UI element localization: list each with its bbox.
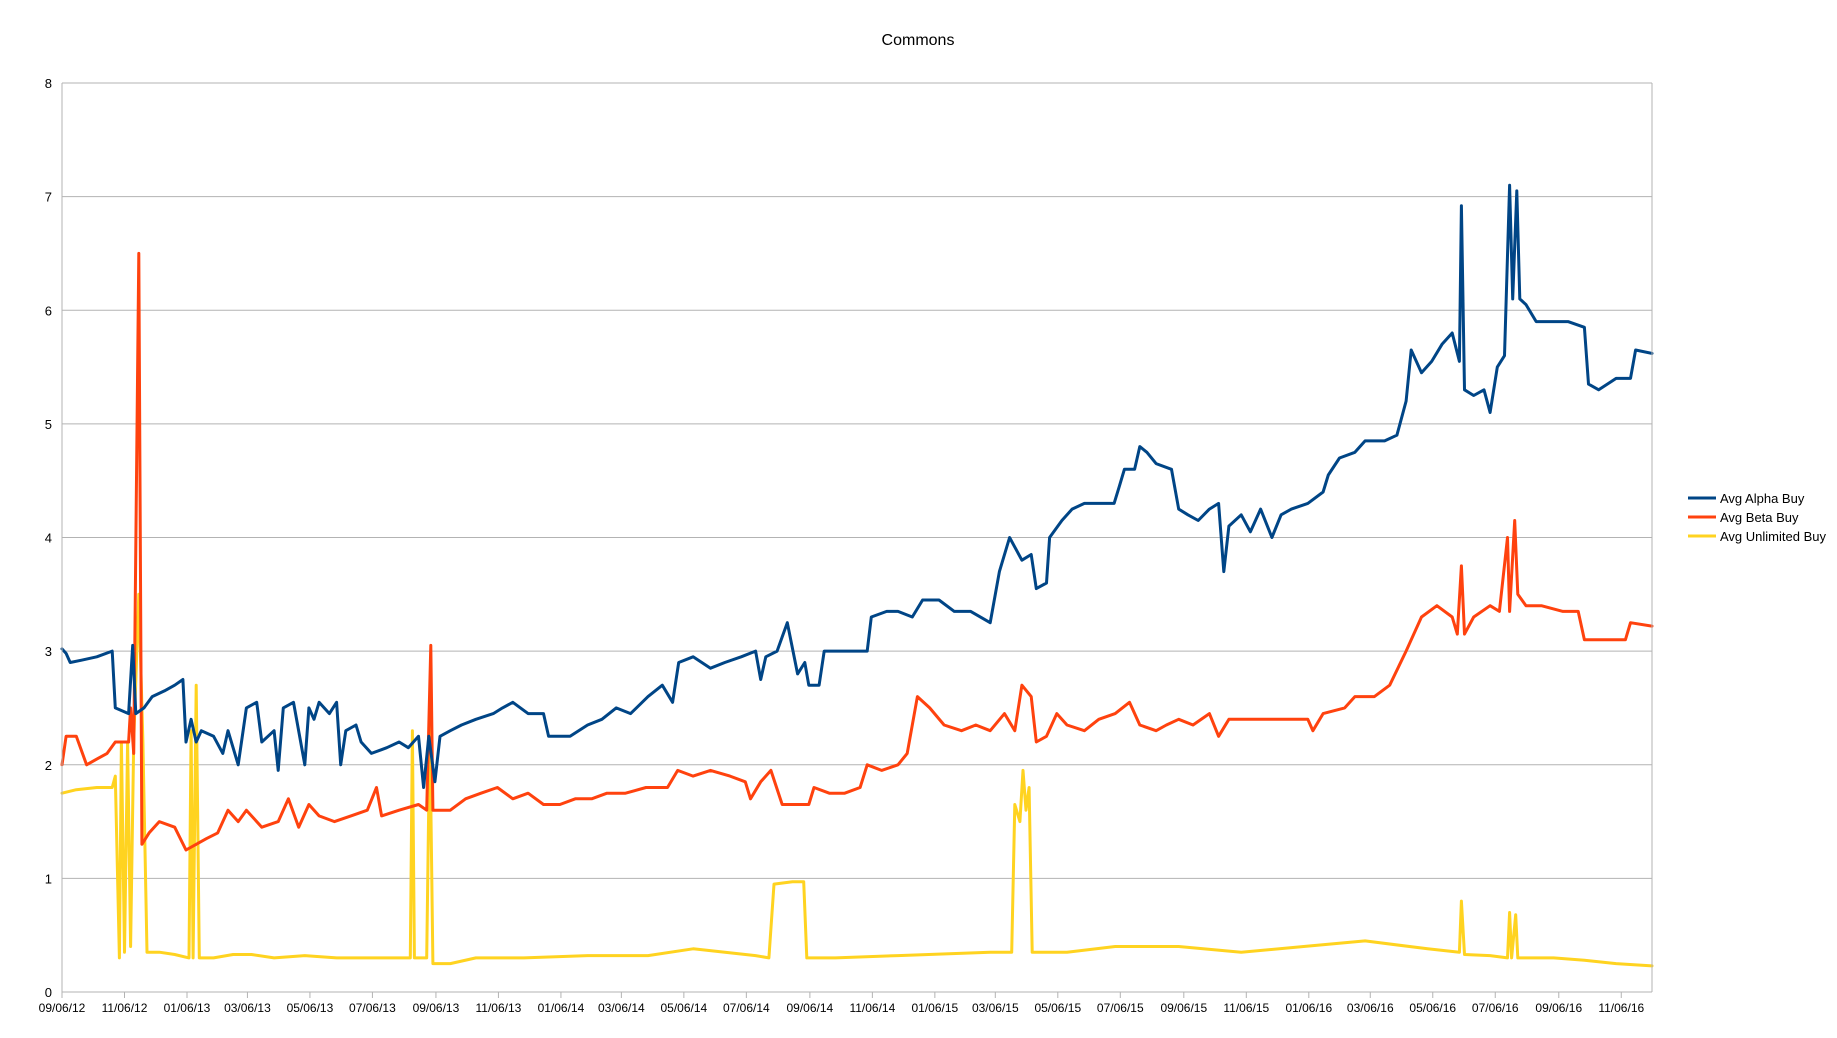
axis-layer: 0 1 2 3 4 5 6 7 8 09/06/12 11/06/12 01/06/13 03/06/1…	[39, 76, 1653, 1015]
x-tick-label: 09/06/12	[39, 1001, 86, 1015]
x-tick-label: 01/06/14	[538, 1001, 585, 1015]
x-tick-label: 07/06/16	[1472, 1001, 1519, 1015]
y-tick-label: 3	[45, 644, 52, 659]
y-tick-label: 2	[45, 758, 52, 773]
x-tick-label: 05/06/14	[661, 1001, 708, 1015]
x-tick-label: 03/06/13	[224, 1001, 271, 1015]
series-line-avg-alpha-buy	[60, 183, 1654, 789]
series-line-avg-beta-buy	[60, 251, 1654, 852]
x-tick-label: 03/06/14	[598, 1001, 645, 1015]
y-tick-label: 4	[45, 531, 52, 546]
y-tick-label: 6	[45, 303, 52, 318]
grid-layer	[62, 82, 1652, 993]
y-tick-label: 1	[45, 871, 52, 886]
chart-legend: Avg Alpha Buy Avg Beta Buy Avg Unlimited B…	[1688, 491, 1826, 544]
y-tick-label: 7	[45, 190, 52, 205]
x-tick-label: 07/06/14	[723, 1001, 770, 1015]
x-tick-label: 11/06/14	[849, 1001, 895, 1015]
x-tick-label: 11/06/16	[1598, 1001, 1644, 1015]
chart-title: Commons	[882, 32, 955, 49]
x-tick-label: 07/06/13	[349, 1001, 396, 1015]
x-tick-label: 09/06/13	[413, 1001, 460, 1015]
x-tick-label: 11/06/15	[1223, 1001, 1269, 1015]
y-tick-label: 8	[45, 76, 52, 91]
x-tick-label: 01/06/13	[164, 1001, 211, 1015]
x-tick-label: 11/06/12	[102, 1001, 148, 1015]
x-tick-label: 07/06/15	[1097, 1001, 1144, 1015]
x-tick-label: 03/06/16	[1347, 1001, 1394, 1015]
x-tick-label: 03/06/15	[972, 1001, 1019, 1015]
legend-label-avg-beta-buy: Avg Beta Buy	[1720, 510, 1799, 525]
x-tick-label: 05/06/15	[1034, 1001, 1081, 1015]
y-tick-label: 0	[45, 985, 52, 1000]
series-layer	[60, 183, 1654, 968]
x-tick-label: 01/06/16	[1285, 1001, 1332, 1015]
y-tick-label: 5	[45, 417, 52, 432]
x-tick-label: 01/06/15	[912, 1001, 959, 1015]
x-tick-label: 09/06/16	[1535, 1001, 1582, 1015]
legend-label-avg-alpha-buy: Avg Alpha Buy	[1720, 491, 1805, 506]
x-tick-label: 05/06/16	[1409, 1001, 1456, 1015]
x-tick-label: 09/06/14	[787, 1001, 834, 1015]
legend-label-avg-unlimited-buy: Avg Unlimited Buy	[1720, 529, 1826, 544]
x-tick-label: 09/06/15	[1160, 1001, 1207, 1015]
x-tick-label: 11/06/13	[476, 1001, 522, 1015]
x-tick-label: 05/06/13	[287, 1001, 334, 1015]
series-line-avg-unlimited-buy	[60, 592, 1654, 968]
